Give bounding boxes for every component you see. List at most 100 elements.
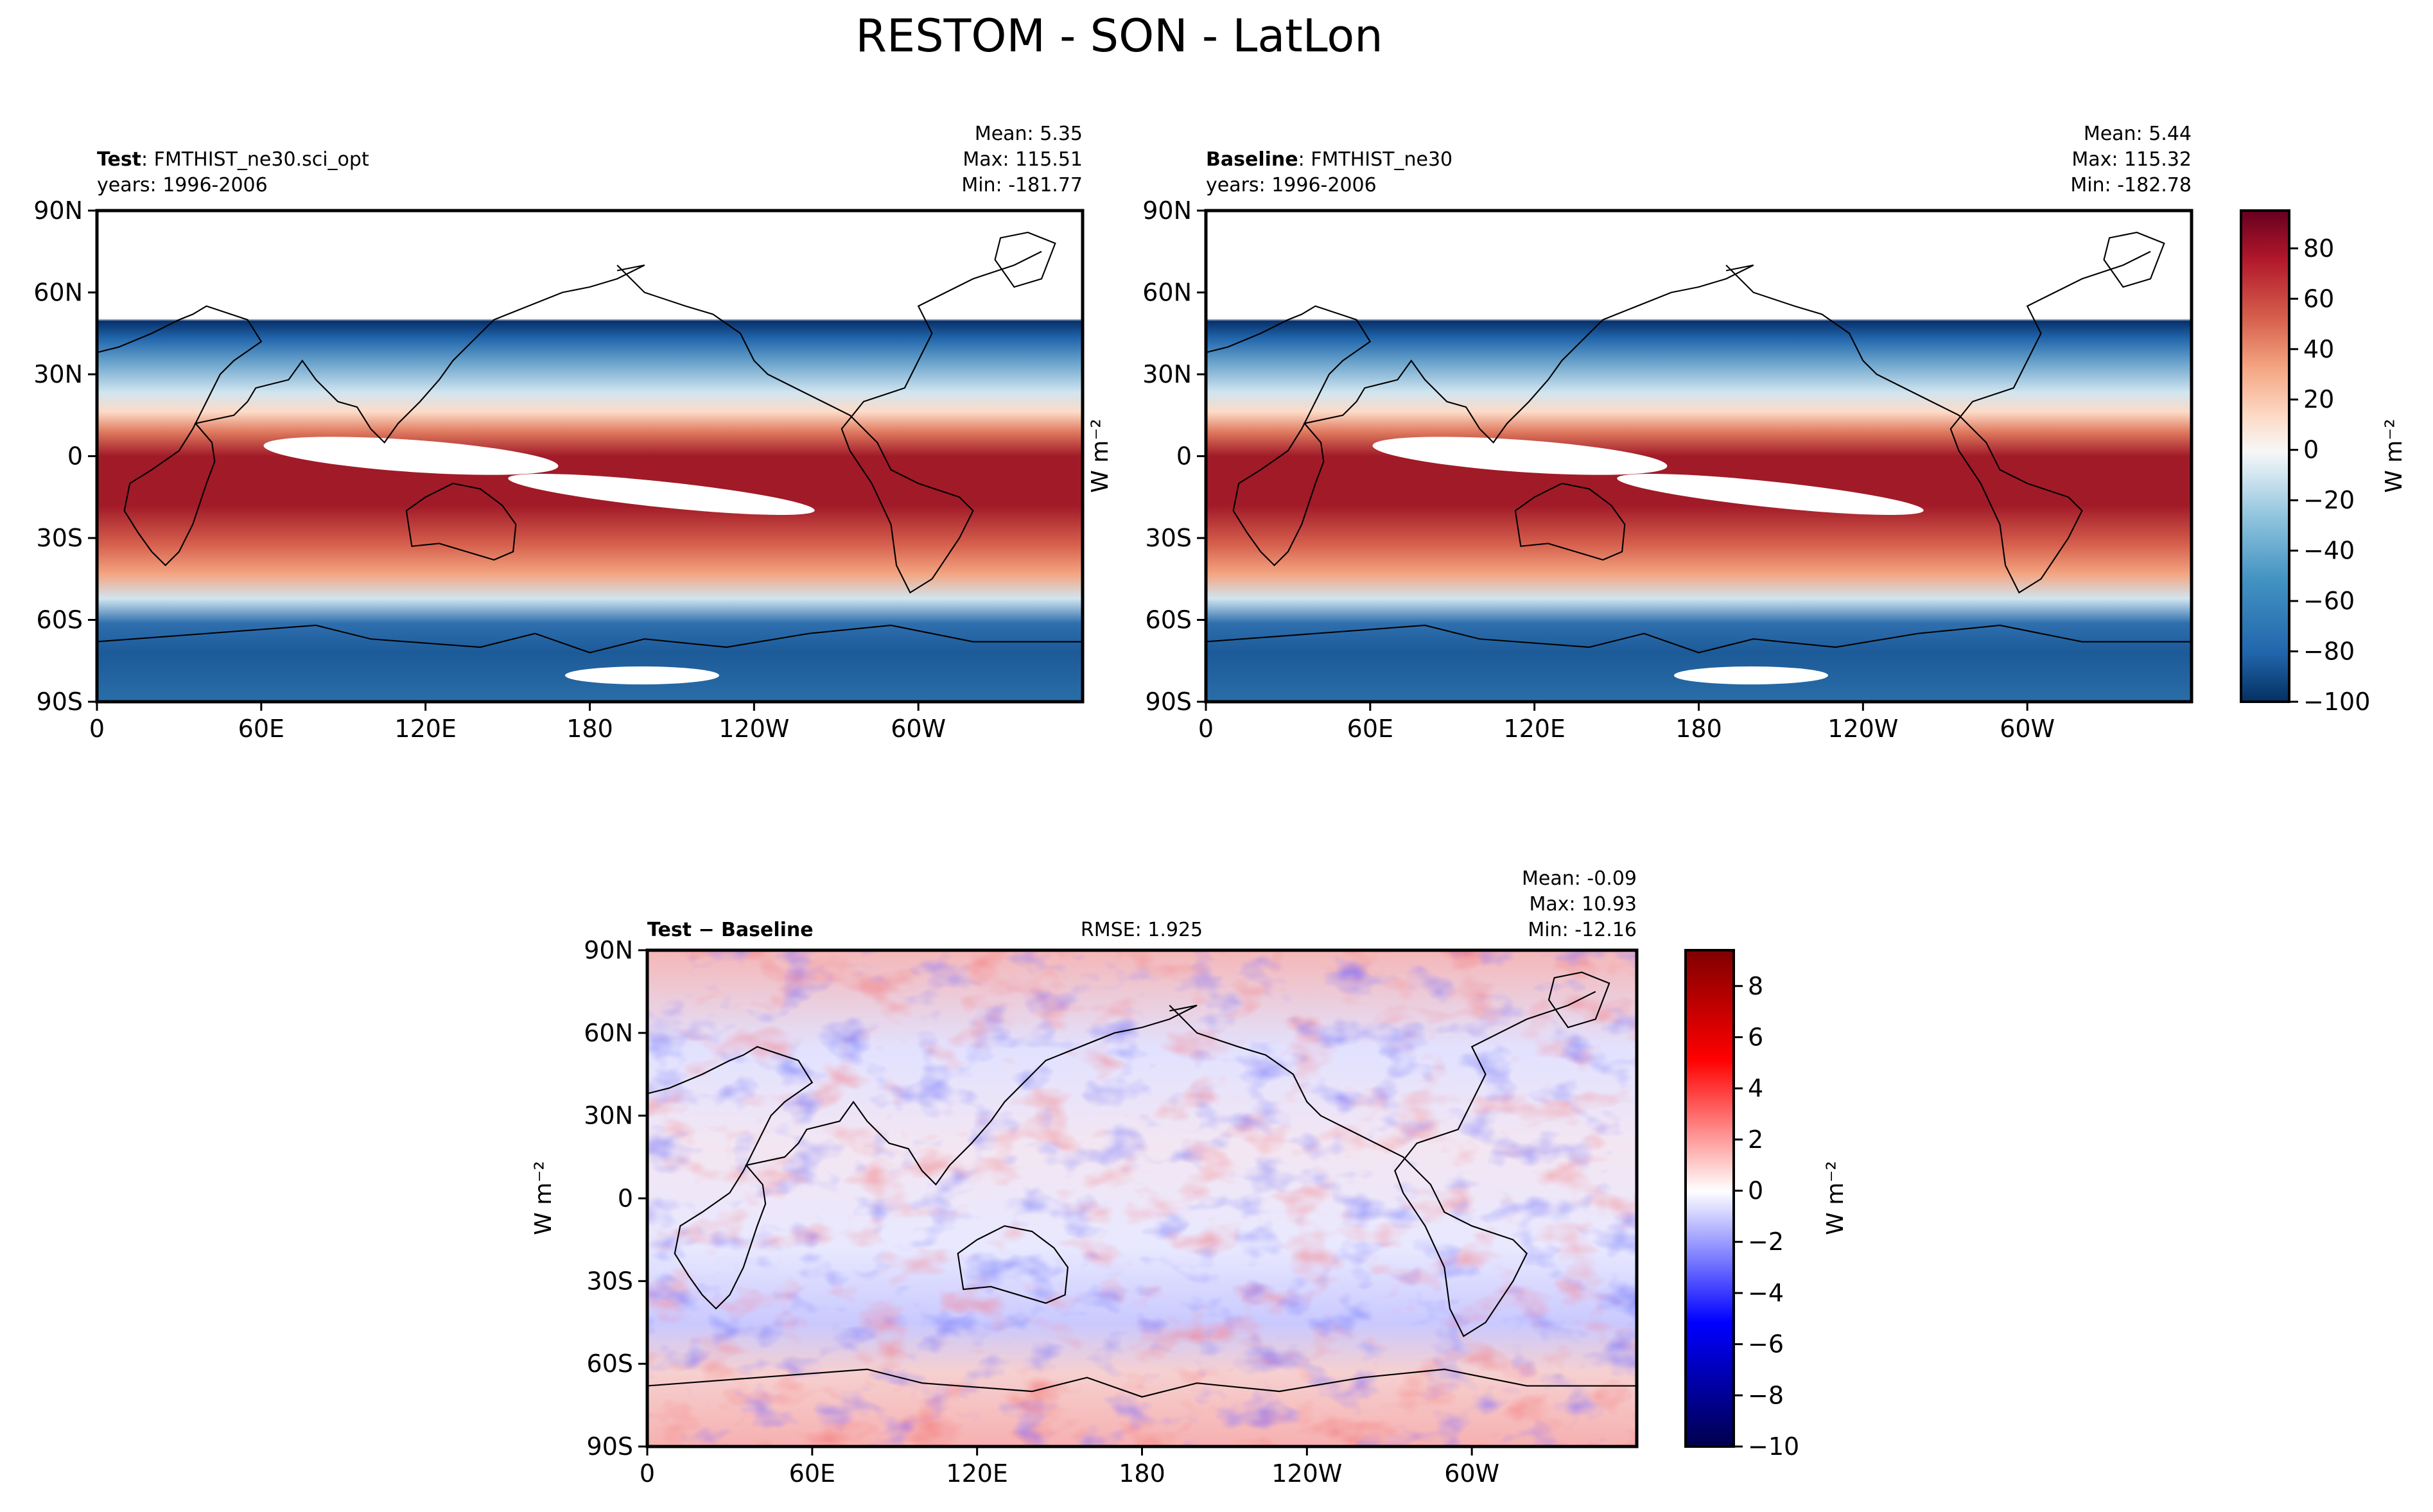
baseline-white-pool-east: [1617, 473, 1924, 516]
baseline-min: Min: -182.78: [2070, 174, 2192, 196]
test-ytick-label: 30N: [33, 360, 83, 388]
diff-colorbar-tick-label: −10: [1748, 1432, 1799, 1461]
baseline-xtick-label: 120W: [1827, 715, 1898, 743]
test-ytick-label: 60N: [33, 279, 83, 307]
baseline-xtick-label: 120E: [1503, 715, 1565, 743]
baseline-xtick-label: 0: [1198, 715, 1214, 743]
test-field: [97, 211, 1083, 702]
figure-title: RESTOM - SON - LatLon: [855, 10, 1382, 62]
diff-colorbar-tick-label: −6: [1748, 1330, 1784, 1359]
diff-xtick-label: 60E: [789, 1459, 835, 1488]
test-ytick-label: 60S: [37, 606, 83, 634]
test-xtick-label: 120E: [394, 715, 457, 743]
baseline-white-antarctic: [1674, 666, 1828, 684]
main-colorbar-ticks: 80 60 40 20 0 −20 −40 −60 −80 −100: [2289, 234, 2370, 716]
diff-colorbar-tick-label: −8: [1748, 1381, 1784, 1409]
baseline-units-label: W m⁻²: [1087, 419, 1113, 493]
main-colorbar-tick-label: 40: [2303, 335, 2334, 363]
test-years: years: 1996-2006: [97, 174, 268, 196]
test-xtick-label: 60E: [238, 715, 284, 743]
main-colorbar: 80 60 40 20 0 −20 −40 −60 −80 −100 W m⁻²: [2240, 209, 2407, 716]
baseline-label-bold: Baseline: [1206, 148, 1298, 171]
test-label-rest: : FMTHIST_ne30.sci_opt: [141, 148, 369, 171]
diff-xtick-label: 60W: [1444, 1459, 1499, 1488]
baseline-years: years: 1996-2006: [1206, 174, 1377, 196]
test-white-pool-east: [508, 473, 815, 516]
test-xtick-label: 60W: [891, 715, 946, 743]
diff-colorbar-tick-label: −2: [1748, 1228, 1784, 1256]
test-panel: Test: FMTHIST_ne30.sci_opt years: 1996-2…: [33, 123, 1085, 743]
diff-colorbar-tick-label: 4: [1748, 1074, 1763, 1102]
baseline-ytick-label: 60S: [1146, 606, 1192, 634]
diff-xtick-label: 0: [640, 1459, 655, 1488]
baseline-ytick-label: 30N: [1142, 360, 1192, 388]
baseline-panel: Baseline: FMTHIST_ne30 years: 1996-2006 …: [1087, 123, 2193, 743]
diff-units-label: W m⁻²: [530, 1161, 557, 1235]
diff-colorbar-ticks: 8 6 4 2 0 −2 −4 −6 −8 −10: [1734, 972, 1799, 1461]
baseline-mean: Mean: 5.44: [2084, 123, 2192, 145]
diff-colorbar-tick-label: 8: [1748, 972, 1763, 1000]
test-min: Min: -181.77: [961, 174, 1083, 196]
diff-xtick-label: 120E: [946, 1459, 1008, 1488]
diff-ytick-label: 90N: [584, 936, 633, 964]
main-colorbar-tick-label: −80: [2303, 638, 2355, 666]
baseline-xtick-label: 60E: [1347, 715, 1393, 743]
diff-colorbar-bar: [1684, 949, 1735, 1448]
test-label-bold: Test: [97, 148, 141, 171]
diff-colorbar-tick-label: −4: [1748, 1279, 1784, 1307]
diff-colorbar-tick-label: 2: [1748, 1125, 1763, 1154]
test-mean: Mean: 5.35: [975, 123, 1083, 145]
baseline-xtick-label: 180: [1675, 715, 1722, 743]
test-white-pool: [263, 437, 559, 475]
main-colorbar-tick-label: −20: [2303, 486, 2355, 514]
diff-min: Min: -12.16: [1528, 919, 1637, 941]
baseline-ytick-label: 90N: [1142, 196, 1192, 225]
diff-colorbar-tick-label: 6: [1748, 1023, 1763, 1051]
test-ytick-label: 30S: [37, 524, 83, 552]
baseline-map: [1204, 209, 2193, 704]
diff-field: [647, 950, 1637, 1447]
baseline-max: Max: 115.32: [2071, 148, 2192, 171]
baseline-xtick-label: 60W: [2000, 715, 2055, 743]
diff-label: Test − Baseline: [647, 919, 814, 941]
test-xtick-label: 180: [566, 715, 613, 743]
diff-ytick-label: 30N: [584, 1102, 633, 1130]
diff-axes: 0 60E 120E 180 120W 60W 90N 60N 30N 0 30S 60S 90S: [584, 936, 1499, 1488]
diff-colorbar-units: W m⁻²: [1822, 1161, 1849, 1235]
main-colorbar-tick-label: 20: [2303, 385, 2334, 413]
test-ytick-label: 90S: [37, 688, 83, 716]
diff-ytick-label: 0: [618, 1185, 633, 1213]
diff-ytick-label: 30S: [587, 1267, 633, 1295]
test-ytick-label: 90N: [33, 196, 83, 225]
main-colorbar-tick-label: 60: [2303, 284, 2334, 313]
baseline-label-rest: : FMTHIST_ne30: [1298, 148, 1453, 171]
test-xtick-label: 120W: [719, 715, 789, 743]
diff-ytick-label: 60N: [584, 1019, 633, 1047]
diff-ytick-label: 90S: [587, 1432, 633, 1461]
diff-xtick-label: 120W: [1271, 1459, 1342, 1488]
main-colorbar-tick-label: −60: [2303, 587, 2355, 615]
main-colorbar-units: W m⁻²: [2381, 419, 2407, 493]
main-colorbar-tick-label: 80: [2303, 234, 2334, 263]
diff-xtick-label: 180: [1119, 1459, 1165, 1488]
baseline-ytick-label: 0: [1176, 442, 1192, 471]
baseline-axes: 0 60E 120E 180 120W 60W 90N 60N 30N 0 30S 60S 90S: [1142, 196, 2055, 743]
diff-panel: Test − Baseline RMSE: 1.925 Mean: -0.09 …: [530, 867, 1639, 1488]
baseline-field: [1206, 211, 2192, 702]
test-white-antarctic: [565, 666, 719, 684]
diff-max: Max: 10.93: [1529, 893, 1637, 916]
main-colorbar-bar: [2240, 209, 2290, 703]
svg-text:Baseline: FMTHIST_ne30: Baseline: FMTHIST_ne30: [1206, 148, 1452, 171]
diff-colorbar-tick-label: 0: [1748, 1177, 1763, 1205]
test-max: Max: 115.51: [963, 148, 1083, 171]
test-map: [95, 209, 1085, 704]
svg-text:Test: FMTHIST_ne30.sci_opt: Test: FMTHIST_ne30.sci_opt: [97, 148, 369, 171]
test-axes: 0 60E 120E 180 120W 60W 90N 60N 30N 0 30S 60S 90S: [33, 196, 946, 743]
main-colorbar-tick-label: −40: [2303, 537, 2355, 565]
diff-ytick-label: 60S: [587, 1350, 633, 1378]
baseline-ytick-label: 60N: [1142, 279, 1192, 307]
diff-colorbar: 8 6 4 2 0 −2 −4 −6 −8 −10 W m⁻²: [1684, 949, 1849, 1461]
main-colorbar-tick-label: 0: [2303, 436, 2319, 464]
diff-map: [645, 948, 1639, 1448]
baseline-ytick-label: 90S: [1146, 688, 1192, 716]
